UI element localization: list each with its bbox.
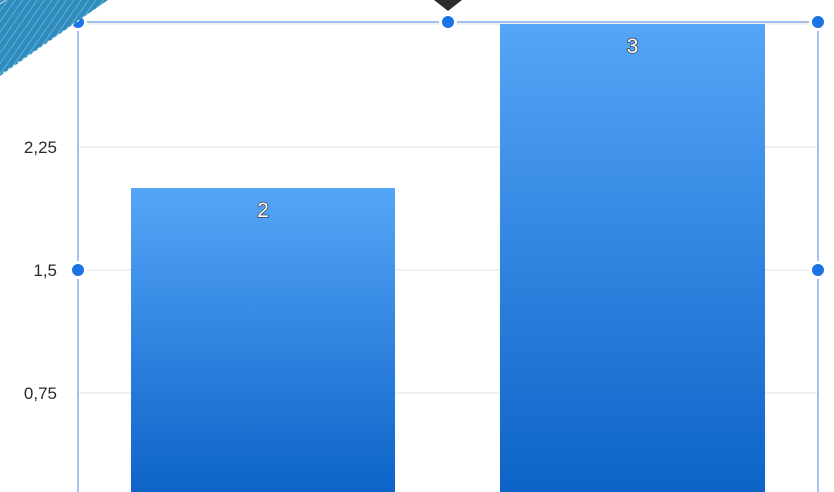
resize-handle-middle-left[interactable] — [69, 261, 87, 279]
resize-handle-top-right[interactable] — [809, 13, 827, 31]
resize-handle-top-center[interactable] — [439, 13, 457, 31]
popover-pointer-icon — [434, 0, 462, 11]
corner-ribbon — [0, 0, 108, 76]
resize-handle-middle-right[interactable] — [809, 261, 827, 279]
y-tick-label: 0,75 — [24, 384, 57, 403]
bars[interactable] — [131, 24, 765, 492]
y-tick-label: 1,5 — [33, 261, 57, 280]
bar-value-label: 3 — [627, 35, 639, 58]
y-axis-tick-labels: 0,751,52,253 — [24, 15, 57, 403]
data-labels: 23 — [256, 34, 639, 222]
bar-value-label: 2 — [257, 199, 269, 222]
bar[interactable] — [500, 24, 765, 492]
bar[interactable] — [131, 188, 395, 492]
y-tick-label: 2,25 — [24, 138, 57, 157]
